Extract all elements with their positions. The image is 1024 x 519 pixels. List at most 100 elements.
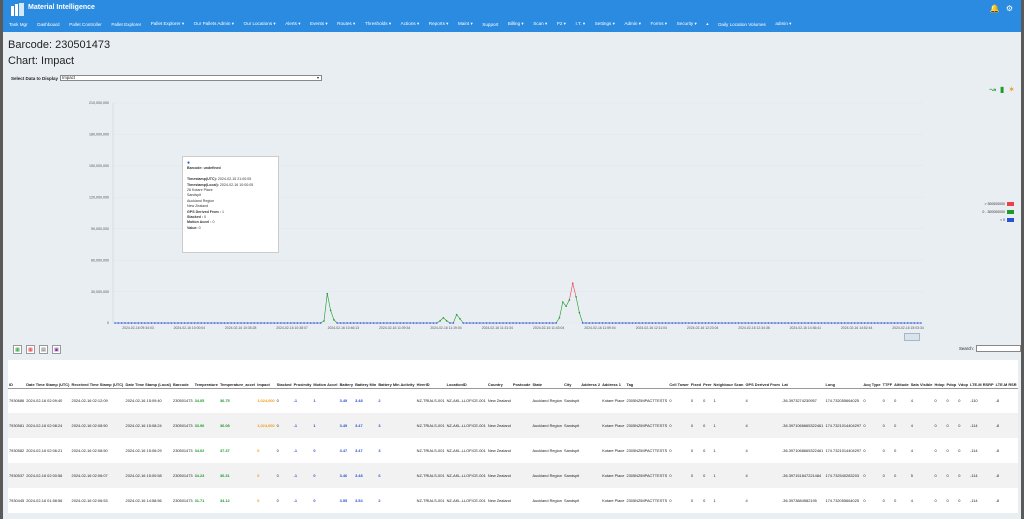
data-point: [578, 311, 581, 314]
export-csv-icon[interactable]: ▤: [39, 345, 48, 354]
column-header[interactable]: Temperature_accel: [218, 360, 257, 389]
nav-item[interactable]: Security ▾: [676, 21, 697, 26]
column-header[interactable]: Temperature: [193, 360, 219, 389]
nav-item[interactable]: Scan ▾: [533, 21, 548, 26]
search-input[interactable]: [975, 345, 1021, 352]
column-header[interactable]: TTFF: [881, 360, 894, 389]
table-row[interactable]: 7930537 2024-02-16 02:00:56 2024-02-16 02:…: [8, 463, 1018, 488]
table-cell: 2024-02-16 15:00:58: [124, 463, 173, 488]
nav-item[interactable]: I.T. ▾: [575, 21, 586, 26]
column-header[interactable]: Altitude: [893, 360, 910, 389]
column-header[interactable]: Fixed: [689, 360, 703, 389]
column-header[interactable]: Neighbour Scan: [712, 360, 745, 389]
table-row[interactable]: 7930581 2024-02-16 02:08:24 2024-02-16 02:…: [8, 413, 1018, 438]
column-header[interactable]: Date Time Stamp (Local): [124, 360, 173, 389]
impact-chart[interactable]: 210,000,000 180,000,000 150,000,000 120,000…: [3, 96, 1021, 341]
column-header[interactable]: Acq Type: [862, 360, 882, 389]
column-header[interactable]: City: [563, 360, 581, 389]
nav-item[interactable]: Our Pallets Admin ▾: [193, 21, 235, 26]
nav-item[interactable]: Pallet Explorer ▾: [150, 21, 185, 26]
column-header[interactable]: Address 2: [580, 360, 602, 389]
table-row[interactable]: 7930445 2024-02-16 01:58:56 2024-02-16 02:…: [8, 488, 1018, 513]
data-point: [240, 322, 242, 324]
nav-item[interactable]: Actions ▾: [400, 21, 420, 26]
data-point: [495, 322, 498, 324]
column-header[interactable]: Tag: [625, 360, 669, 389]
line-chart-icon[interactable]: ↝: [989, 85, 996, 94]
column-header[interactable]: HirerID: [415, 360, 446, 389]
data-point: [412, 322, 415, 324]
nav-item[interactable]: admin ▾: [775, 21, 792, 26]
print-icon[interactable]: ▣: [52, 345, 61, 354]
nav-item[interactable]: Thresholds ▾: [364, 21, 392, 26]
bar-chart-icon[interactable]: ▮: [999, 85, 1005, 94]
notification-bell-icon[interactable]: 🔔: [989, 4, 1000, 13]
table-cell: 2024-02-16 02:09:40: [26, 398, 63, 404]
column-header[interactable]: State: [531, 360, 564, 389]
nav-item[interactable]: Maint ▾: [457, 21, 473, 26]
data-point: [193, 322, 196, 324]
table-cell: 1: [712, 413, 745, 438]
column-header[interactable]: Proximity: [292, 360, 313, 389]
nav-item[interactable]: Daily Location Volumes: [718, 21, 766, 27]
column-header[interactable]: Cell Tower: [668, 360, 690, 389]
column-header[interactable]: Battery Min Activity: [377, 360, 416, 389]
column-header[interactable]: Pdop: [945, 360, 958, 389]
column-header[interactable]: Address 1: [601, 360, 626, 389]
column-header[interactable]: Vdop: [957, 360, 970, 389]
column-header[interactable]: Postcode: [511, 360, 532, 389]
gear-icon[interactable]: ⚙: [1005, 4, 1013, 13]
column-header[interactable]: Motion Accel: [312, 360, 339, 389]
nav-item[interactable]: ▴: [706, 21, 709, 26]
nav-item[interactable]: Dashboard: [37, 21, 60, 27]
nav-item[interactable]: Task Mgr: [9, 21, 28, 27]
column-header[interactable]: Country: [486, 360, 512, 389]
data-select[interactable]: Impact ▾: [60, 75, 323, 81]
column-header[interactable]: Battery: [338, 360, 355, 389]
nav-item[interactable]: Admin ▾: [624, 21, 641, 26]
nav-item[interactable]: Events ▾: [310, 21, 328, 26]
nav-item[interactable]: Pallet Controller: [69, 21, 102, 27]
column-header[interactable]: ID: [8, 360, 26, 389]
nav-item[interactable]: Settings ▾: [594, 21, 615, 26]
column-header[interactable]: Peer: [702, 360, 713, 389]
legend-item[interactable]: < 0: [982, 218, 1014, 222]
column-header[interactable]: Received Time Stamp (UTC): [70, 360, 125, 389]
nav-item[interactable]: Billing ▾: [507, 21, 524, 26]
export-excel-icon[interactable]: ▦: [13, 345, 22, 354]
column-header[interactable]: Battery Min: [354, 360, 378, 389]
column-header[interactable]: Barcode: [172, 360, 194, 389]
export-pdf-icon[interactable]: ▦: [26, 345, 35, 354]
legend-item[interactable]: > 300000000: [982, 202, 1014, 206]
chart-navigator-handle[interactable]: [904, 333, 920, 341]
table-row[interactable]: 7930582 2024-02-16 02:06:21 2024-02-16 02:…: [8, 438, 1018, 463]
column-header[interactable]: Lat: [781, 360, 825, 389]
column-header[interactable]: GPS Derived From: [744, 360, 782, 389]
column-header[interactable]: Date Time Stamp (UTC): [25, 360, 71, 389]
legend-item[interactable]: 0 - 300000000: [982, 210, 1014, 214]
nav-item[interactable]: Support: [482, 21, 499, 27]
nav-item[interactable]: Alerts ▾: [285, 21, 301, 26]
series-segment: [575, 296, 580, 313]
table-cell: 0: [690, 398, 694, 404]
pie-chart-icon[interactable]: ✶: [1008, 85, 1015, 94]
table-row[interactable]: 7930686 2024-02-16 02:09:40 2024-02-16 02:…: [8, 388, 1018, 413]
nav-item[interactable]: Pallet Explorer: [111, 21, 142, 27]
nav-item[interactable]: P2 ▾: [556, 21, 566, 26]
table-cell: 0: [863, 398, 866, 404]
column-header[interactable]: LocationID: [445, 360, 487, 389]
nav-item[interactable]: Our Locations ▾: [243, 21, 276, 26]
nav-item[interactable]: Routes ▾: [337, 21, 356, 26]
table-cell: 0: [881, 413, 894, 438]
table-cell: 3.47: [355, 448, 363, 453]
nav-item[interactable]: Reports ▾: [428, 21, 449, 26]
column-header[interactable]: Hdop: [933, 360, 946, 389]
legend-label: 0 - 300000000: [982, 210, 1005, 214]
column-header[interactable]: Impact: [256, 360, 276, 389]
column-header[interactable]: Sats Visible: [909, 360, 934, 389]
column-header[interactable]: Stacked: [275, 360, 293, 389]
column-header[interactable]: LTE-M RSRP: [969, 360, 995, 389]
column-header[interactable]: Long: [824, 360, 863, 389]
column-header[interactable]: LTE-M RSR: [994, 360, 1018, 389]
nav-item[interactable]: Forms ▾: [650, 21, 668, 26]
